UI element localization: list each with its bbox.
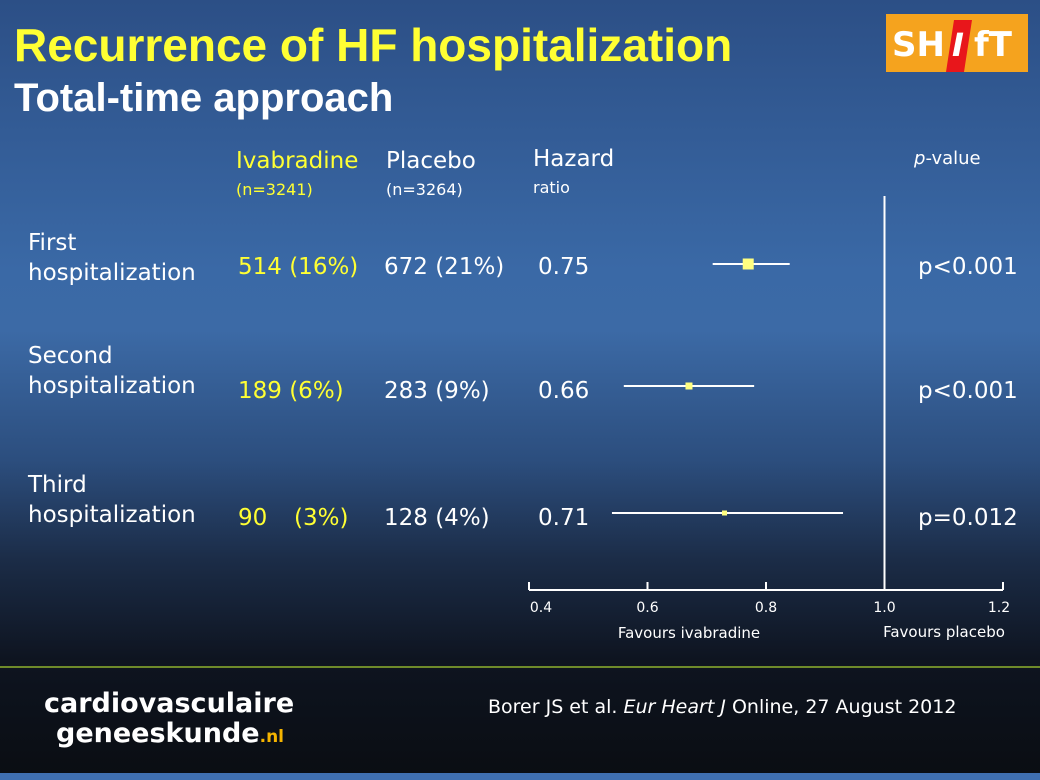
- citation: Borer JS et al. Eur Heart J Online, 27 A…: [488, 696, 956, 718]
- header-placebo: Placebo: [386, 148, 476, 174]
- citation-author: Borer JS et al.: [488, 696, 618, 718]
- row-label-line1: Second: [28, 343, 113, 369]
- citation-rest: Online, 27 August 2012: [731, 696, 957, 718]
- hr-cell-third: 0.71: [538, 505, 590, 531]
- hr-marker: [722, 510, 728, 516]
- brand-line2-text: geneeskunde: [56, 718, 260, 749]
- slide-subtitle: Total-time approach: [14, 76, 394, 120]
- p-cell-first: p<0.001: [918, 254, 1018, 280]
- x-tick-label: 0.4: [530, 600, 552, 616]
- hr-marker: [742, 258, 754, 270]
- row-label-second: Second hospitalization: [28, 341, 196, 401]
- footer-divider: [0, 666, 1040, 668]
- ivabradine-cell-second: 189 (6%): [238, 378, 344, 404]
- svg-text:SH: SH: [892, 25, 945, 65]
- header-ivabradine: Ivabradine: [236, 148, 359, 174]
- slide-title: Recurrence of HF hospitalization: [14, 19, 733, 71]
- x-tick-label: 1.2: [988, 600, 1010, 616]
- row-label-third: Third hospitalization: [28, 470, 196, 530]
- shift-logo-graphic: SH I fT: [892, 20, 1013, 72]
- hr-cell-first: 0.75: [538, 254, 590, 280]
- header-p-rest: -value: [925, 148, 981, 169]
- row-label-first: First hospitalization: [28, 228, 196, 288]
- row-label-line1: Third: [28, 472, 87, 498]
- header-hazard-ratio: ratio: [533, 178, 570, 197]
- x-tick-label: 0.8: [755, 600, 777, 616]
- brand-line2: geneeskunde.nl: [56, 718, 284, 749]
- row-label-line1: First: [28, 230, 77, 256]
- ivabradine-cell-third-n: 90: [238, 505, 268, 531]
- p-cell-second: p<0.001: [918, 378, 1018, 404]
- bottom-accent-bar: [0, 773, 1040, 780]
- ivabradine-cell-third-pct: (3%): [294, 505, 349, 531]
- logo-slash-shape: [946, 20, 972, 72]
- header-ivabradine-n: (n=3241): [236, 180, 313, 199]
- row-label-line2: hospitalization: [28, 502, 196, 528]
- hr-cell-second: 0.66: [538, 378, 590, 404]
- placebo-cell-first: 672 (21%): [384, 254, 505, 280]
- header-p-italic: p: [914, 148, 926, 169]
- placebo-cell-second: 283 (9%): [384, 378, 490, 404]
- forest-plot: 0.4 0.6 0.8 1.0 1.2 Favours ivabradine Favours…: [530, 258, 1010, 642]
- header-hazard: Hazard: [533, 146, 615, 172]
- brand-suffix: .nl: [259, 727, 284, 747]
- annotation-favours-placebo: Favours placebo: [883, 623, 1005, 641]
- annotation-favours-ivabradine: Favours ivabradine: [618, 624, 760, 642]
- placebo-cell-third: 128 (4%): [384, 505, 490, 531]
- x-tick-label: 0.6: [636, 600, 658, 616]
- svg-text:fT: fT: [974, 25, 1013, 65]
- svg-text:I: I: [952, 26, 964, 64]
- hr-marker: [685, 382, 693, 390]
- header-p-value: p-value: [914, 148, 981, 169]
- ivabradine-cell-first: 514 (16%): [238, 254, 359, 280]
- x-tick-label: 1.0: [873, 600, 895, 616]
- shift-logo: SH I fT: [886, 14, 1028, 72]
- row-label-line2: hospitalization: [28, 260, 196, 286]
- p-cell-third: p=0.012: [918, 505, 1018, 531]
- citation-journal: Eur Heart J: [623, 696, 726, 718]
- header-placebo-n: (n=3264): [386, 180, 463, 199]
- brand-line1: cardiovasculaire: [44, 688, 295, 719]
- row-label-line2: hospitalization: [28, 373, 196, 399]
